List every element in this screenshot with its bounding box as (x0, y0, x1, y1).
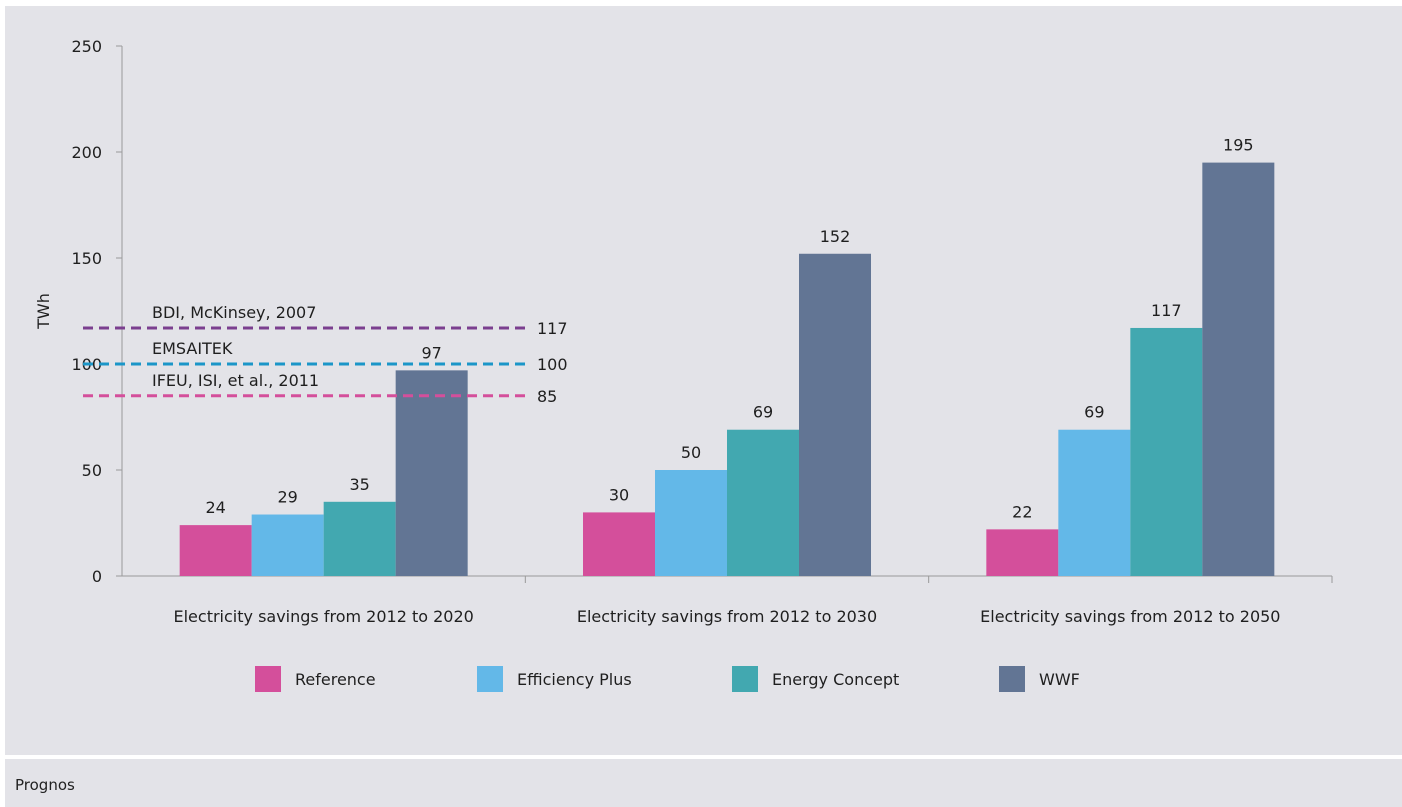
bar (323, 501, 396, 576)
bar-value-label: 22 (1012, 502, 1032, 521)
legend-swatch (999, 666, 1025, 692)
bar (583, 512, 655, 576)
bar-value-label: 50 (681, 443, 701, 462)
bar-value-label: 195 (1223, 136, 1254, 155)
source-panel: Prognos (5, 759, 1402, 807)
y-tick-label: 50 (82, 461, 102, 480)
bar (179, 525, 252, 576)
x-category-label: Electricity savings from 2012 to 2050 (980, 607, 1280, 626)
reference-line-value: 85 (537, 387, 557, 406)
y-tick-label: 200 (71, 143, 102, 162)
bar (1130, 327, 1203, 576)
bar-value-label: 35 (349, 475, 369, 494)
y-tick-label: 250 (71, 37, 102, 56)
source-label: Prognos (15, 776, 75, 794)
reference-line-label: BDI, McKinsey, 2007 (152, 303, 316, 322)
y-tick-label: 0 (92, 567, 102, 586)
reference-line-value: 117 (537, 319, 568, 338)
bar (395, 370, 468, 576)
x-category-label: Electricity savings from 2012 to 2030 (577, 607, 877, 626)
bar-value-label: 29 (277, 488, 297, 507)
bar-value-label: 152 (820, 227, 851, 246)
legend-label: Reference (295, 670, 376, 689)
bar-value-label: 30 (609, 485, 629, 504)
bar-value-label: 97 (421, 343, 441, 362)
bar-chart: 0 50 100 150 200 250 TWh Electricity savings fr… (34, 37, 1333, 692)
bar (727, 429, 799, 576)
bar (655, 470, 727, 576)
bar (1202, 162, 1275, 576)
bar-value-label: 69 (1084, 403, 1104, 422)
y-axis-label: TWh (34, 293, 53, 330)
reference-line-value: 100 (537, 355, 568, 374)
bar-value-label: 117 (1151, 301, 1182, 320)
legend-label: Energy Concept (772, 670, 899, 689)
reference-line-label: EMSAITEK (152, 339, 233, 358)
x-category-label: Electricity savings from 2012 to 2020 (174, 607, 474, 626)
y-tick-label: 150 (71, 249, 102, 268)
bar-value-label: 24 (205, 498, 225, 517)
chart-panel: 0 50 100 150 200 250 TWh Electricity savings fr… (5, 6, 1402, 755)
legend-swatch (255, 666, 281, 692)
legend-label: Efficiency Plus (517, 670, 632, 689)
bar (799, 253, 871, 576)
legend-label: WWF (1039, 670, 1080, 689)
legend-swatch (732, 666, 758, 692)
bar (251, 514, 324, 576)
reference-line-label: IFEU, ISI, et al., 2011 (152, 371, 319, 390)
bar (986, 529, 1059, 576)
bar-value-label: 69 (753, 403, 773, 422)
legend-swatch (477, 666, 503, 692)
bar (1058, 429, 1131, 576)
